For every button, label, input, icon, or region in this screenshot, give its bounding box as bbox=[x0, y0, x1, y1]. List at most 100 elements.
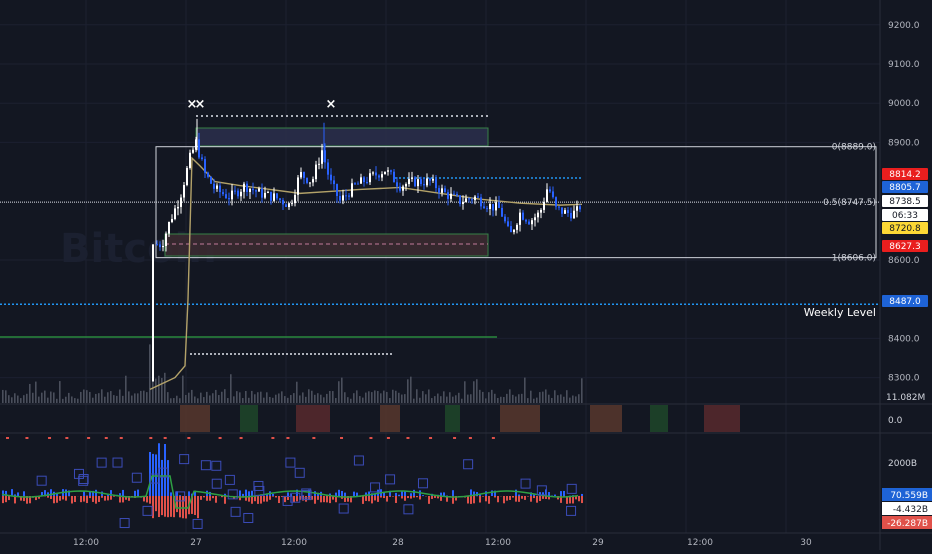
delta-bar bbox=[86, 496, 88, 503]
candle-body bbox=[540, 210, 542, 213]
candle-body bbox=[264, 193, 266, 198]
candle-body bbox=[450, 194, 452, 199]
delta-signal-dot bbox=[271, 437, 274, 439]
delta-signal-dot bbox=[387, 437, 390, 439]
x-mark: × bbox=[195, 97, 206, 112]
delta-bar bbox=[245, 490, 247, 496]
delta-signal-dot bbox=[65, 437, 68, 439]
volume-bar bbox=[110, 391, 112, 403]
candle-body bbox=[570, 213, 572, 218]
volume-bar bbox=[509, 389, 511, 403]
delta-bar bbox=[512, 496, 514, 498]
delta-bar bbox=[266, 496, 268, 502]
candle-body bbox=[330, 175, 332, 181]
delta-bar bbox=[398, 495, 400, 496]
volume-bar bbox=[104, 397, 106, 403]
candle-body bbox=[399, 186, 401, 190]
volume-bar bbox=[362, 398, 364, 403]
candle-body bbox=[348, 196, 350, 197]
candle-body bbox=[255, 190, 257, 191]
delta-bar bbox=[572, 496, 574, 503]
candle-body bbox=[171, 219, 173, 222]
delta-bar bbox=[560, 491, 562, 496]
volume-bar bbox=[437, 394, 439, 403]
candle-body bbox=[417, 179, 419, 186]
candle-body bbox=[429, 178, 431, 180]
delta-bar bbox=[272, 496, 274, 497]
candle-body bbox=[474, 197, 476, 201]
candle-body bbox=[549, 189, 551, 191]
candle-body bbox=[495, 202, 497, 210]
delta-signal-dot bbox=[240, 437, 243, 439]
volume-bar bbox=[158, 376, 160, 403]
candle-body bbox=[564, 210, 566, 214]
delta-bar bbox=[536, 496, 538, 503]
volume-bar bbox=[527, 398, 529, 403]
delta-bar bbox=[200, 496, 202, 500]
delta-bar bbox=[161, 496, 163, 515]
volume-bar bbox=[113, 395, 115, 403]
volume-bar bbox=[155, 379, 157, 403]
volume-bar bbox=[443, 391, 445, 403]
volume-bar bbox=[161, 378, 163, 403]
candle-body bbox=[459, 195, 461, 204]
candle-body bbox=[360, 177, 362, 183]
demand-zone bbox=[165, 234, 488, 256]
volume-bar bbox=[68, 393, 70, 403]
candle-body bbox=[270, 192, 272, 201]
volume-bar bbox=[356, 390, 358, 403]
candle-body bbox=[198, 139, 200, 157]
volume-bar bbox=[428, 389, 430, 403]
volume-bar bbox=[188, 393, 190, 403]
volume-bar bbox=[254, 394, 256, 403]
delta-signal-dot bbox=[187, 437, 190, 439]
delta-bar bbox=[110, 496, 112, 500]
volume-bar bbox=[185, 395, 187, 403]
volume-bar bbox=[320, 395, 322, 403]
volume-bar bbox=[560, 394, 562, 403]
volume-bar bbox=[521, 394, 523, 403]
candle-body bbox=[534, 217, 536, 220]
delta-bar bbox=[260, 496, 262, 504]
delta-bar bbox=[122, 490, 124, 496]
candle-body bbox=[174, 208, 176, 219]
volume-bar bbox=[344, 392, 346, 403]
volume-bar bbox=[173, 398, 175, 403]
volume-bar bbox=[374, 390, 376, 403]
volume-bar bbox=[8, 395, 10, 403]
volume-bar bbox=[491, 390, 493, 403]
oscillator-segment bbox=[240, 405, 258, 432]
candle-body bbox=[414, 177, 416, 186]
volume-bar bbox=[449, 392, 451, 403]
delta-bar bbox=[176, 496, 178, 512]
delta-bar bbox=[242, 494, 244, 496]
delta-signal-dot bbox=[453, 437, 456, 439]
delta-bar bbox=[239, 490, 241, 496]
delta-bar bbox=[164, 444, 166, 496]
delta-bar bbox=[428, 496, 430, 504]
delta-bar bbox=[365, 496, 367, 501]
candle-body bbox=[276, 193, 278, 198]
delta-bar bbox=[416, 496, 418, 497]
delta-bar bbox=[71, 496, 73, 503]
delta-bar bbox=[248, 491, 250, 496]
delta-bar bbox=[374, 496, 376, 500]
candle-body bbox=[519, 213, 521, 225]
volume-bar bbox=[257, 392, 259, 403]
volume-bar bbox=[467, 395, 469, 403]
delta-bar bbox=[182, 496, 184, 518]
delta-bar bbox=[149, 496, 151, 504]
volume-bar bbox=[371, 392, 373, 403]
volume-bar bbox=[332, 391, 334, 403]
fib-label: 1(8606.0) bbox=[832, 254, 876, 264]
volume-bar bbox=[392, 390, 394, 403]
delta-bar bbox=[203, 496, 205, 497]
price-badge-label: 8814.2 bbox=[889, 170, 921, 180]
volume-bar bbox=[17, 396, 19, 403]
volume-bar bbox=[281, 391, 283, 403]
delta-bar bbox=[98, 496, 100, 502]
volume-bar bbox=[494, 394, 496, 403]
volume-bar bbox=[206, 392, 208, 403]
